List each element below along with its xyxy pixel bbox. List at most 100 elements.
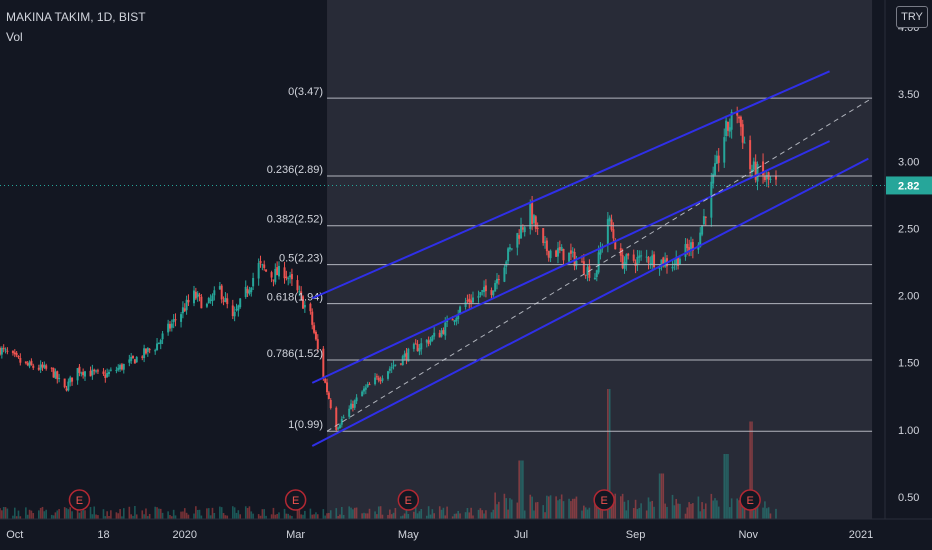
volume-bar bbox=[381, 514, 384, 519]
volume-bar bbox=[376, 514, 378, 519]
candle-body bbox=[198, 294, 201, 296]
earnings-event-marker bbox=[284, 489, 307, 511]
volume-bar bbox=[594, 496, 596, 519]
candle-body bbox=[13, 352, 16, 355]
volume-bar bbox=[725, 454, 727, 519]
regression-channel[interactable] bbox=[311, 70, 873, 447]
time-tick-label: 2021 bbox=[849, 529, 873, 541]
volume-bar bbox=[575, 496, 578, 519]
candle-body bbox=[11, 350, 14, 353]
volume-bar bbox=[207, 508, 210, 519]
volume-bar bbox=[640, 503, 642, 519]
volume-bar bbox=[128, 506, 131, 519]
volume-bar bbox=[237, 510, 240, 519]
volume-bar bbox=[246, 507, 249, 519]
volume-bar bbox=[283, 508, 286, 519]
volume-bar bbox=[6, 508, 9, 519]
candle-body bbox=[597, 252, 600, 273]
volume-bar bbox=[289, 515, 291, 519]
candle-body bbox=[418, 348, 421, 352]
volume-bar bbox=[621, 493, 624, 519]
candle-body bbox=[653, 254, 656, 268]
candle-body bbox=[348, 408, 351, 417]
candle-body bbox=[366, 384, 369, 387]
candle-body bbox=[593, 277, 596, 280]
candle-body bbox=[132, 355, 135, 359]
price-tick-label: 2.50 bbox=[898, 223, 919, 235]
candle-body bbox=[368, 384, 371, 386]
candle-body bbox=[429, 339, 432, 343]
candle-body bbox=[289, 275, 292, 278]
candle-body bbox=[379, 380, 382, 382]
price-axis[interactable]: 0.501.001.502.002.503.003.504.00 bbox=[898, 22, 919, 504]
volume-bar bbox=[607, 389, 609, 519]
volume-bar bbox=[366, 513, 369, 519]
volume-bar bbox=[263, 509, 266, 519]
volume-bar bbox=[311, 514, 314, 519]
volume-bar bbox=[775, 508, 777, 519]
currency-button[interactable]: TRY bbox=[896, 6, 928, 28]
volume-bar bbox=[581, 510, 583, 519]
candle-body bbox=[82, 371, 85, 376]
volume-bar bbox=[712, 500, 714, 519]
volume-bar bbox=[39, 507, 42, 519]
volume-bar bbox=[536, 502, 539, 519]
volume-bar bbox=[169, 515, 171, 519]
volume-bar bbox=[272, 507, 275, 519]
candle-body bbox=[407, 348, 410, 362]
volume-bar bbox=[348, 506, 350, 519]
volume-bar bbox=[32, 513, 35, 519]
candle-body bbox=[453, 320, 456, 323]
candle-body bbox=[233, 311, 236, 317]
candle-body bbox=[50, 367, 53, 369]
candle-body bbox=[606, 219, 609, 244]
candle-body bbox=[580, 261, 583, 263]
candle-body bbox=[41, 364, 44, 368]
volume-bar bbox=[26, 514, 29, 519]
channel-line-lower bbox=[311, 157, 869, 447]
candle-body bbox=[108, 371, 111, 375]
candle-body bbox=[224, 297, 227, 303]
candle-body bbox=[63, 378, 66, 388]
volume-bar bbox=[97, 515, 99, 519]
volume-bar bbox=[185, 512, 188, 519]
volume-bar bbox=[560, 494, 563, 519]
candle-body bbox=[272, 279, 275, 281]
candle-body bbox=[37, 367, 40, 370]
candle-body bbox=[723, 137, 726, 163]
time-tick-label: Sep bbox=[626, 529, 646, 541]
candle-body bbox=[632, 254, 635, 261]
time-axis[interactable]: Oct 18 2020 Mar May Jul Sep Nov 2021 bbox=[6, 529, 873, 541]
candle-body bbox=[220, 285, 223, 300]
candle-body bbox=[226, 298, 229, 305]
candle-body bbox=[168, 324, 171, 329]
candle-body bbox=[65, 388, 68, 391]
candle-body bbox=[699, 232, 702, 248]
volume-bar bbox=[523, 510, 526, 519]
candle-body bbox=[45, 365, 48, 369]
volume-bar bbox=[2, 506, 5, 519]
candle-body bbox=[431, 335, 434, 341]
candle-body bbox=[342, 417, 345, 419]
volume-bar bbox=[350, 507, 352, 519]
candle-body bbox=[167, 323, 170, 333]
candle-body bbox=[702, 216, 705, 225]
candle-body bbox=[0, 347, 1, 355]
earnings-event-label: E bbox=[405, 495, 412, 507]
volume-bar bbox=[172, 509, 175, 519]
candle-body bbox=[416, 344, 419, 352]
candle-body bbox=[623, 262, 626, 269]
volume-bar bbox=[416, 513, 419, 519]
candle-body bbox=[640, 255, 643, 257]
candle-body bbox=[104, 374, 107, 379]
volume-bar bbox=[740, 497, 742, 519]
candle-body bbox=[586, 267, 589, 275]
candle-body bbox=[205, 303, 208, 307]
volume-bar bbox=[342, 514, 345, 519]
candle-body bbox=[298, 291, 301, 293]
candle-body bbox=[43, 364, 46, 368]
candle-body bbox=[314, 331, 317, 340]
volume-bar bbox=[206, 508, 208, 519]
volume-bar bbox=[544, 512, 546, 519]
